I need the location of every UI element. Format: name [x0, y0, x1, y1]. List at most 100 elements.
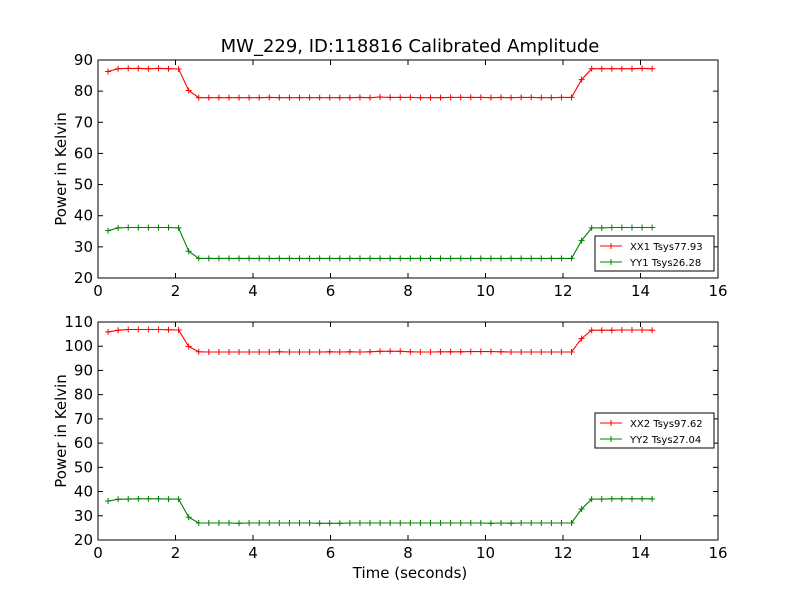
data-point — [296, 255, 303, 262]
data-point — [427, 520, 434, 527]
y-tick-label: 80 — [74, 386, 93, 404]
data-point — [135, 65, 142, 72]
x-tick-label: 8 — [403, 282, 413, 300]
data-point — [306, 520, 313, 527]
x-axis-label: Time (seconds) — [352, 564, 468, 582]
data-point — [246, 520, 253, 527]
data-point — [316, 255, 323, 262]
data-point — [548, 94, 555, 101]
data-point — [326, 348, 333, 355]
data-point — [135, 326, 142, 333]
data-point — [558, 94, 565, 101]
data-point — [578, 335, 585, 342]
y-tick-label: 70 — [74, 113, 93, 131]
data-point — [175, 326, 182, 333]
data-point — [538, 255, 545, 262]
data-point — [125, 496, 132, 503]
data-point — [397, 94, 404, 101]
x-tick-label: 0 — [93, 282, 103, 300]
data-point — [598, 65, 605, 72]
x-tick-label: 4 — [248, 282, 258, 300]
data-point — [538, 94, 545, 101]
data-point — [276, 348, 283, 355]
x-tick-label: 14 — [631, 282, 650, 300]
y-tick-label: 80 — [74, 82, 93, 100]
data-point — [568, 520, 575, 527]
data-point — [236, 520, 243, 527]
data-point — [498, 94, 504, 101]
data-point — [377, 255, 384, 262]
x-tick-label: 6 — [326, 544, 336, 562]
legend-box — [594, 412, 715, 449]
data-point — [457, 255, 464, 262]
y-tick-label: 70 — [74, 410, 93, 428]
data-point — [508, 349, 515, 356]
series-line-xx — [107, 67, 653, 99]
data-point — [477, 520, 484, 527]
data-point — [447, 94, 454, 101]
data-point — [195, 255, 202, 262]
data-point — [608, 327, 615, 334]
data-point — [387, 94, 394, 101]
data-point — [639, 224, 646, 231]
data-point — [165, 326, 172, 333]
data-point — [618, 224, 625, 231]
data-point — [608, 224, 615, 231]
data-point — [236, 349, 243, 356]
data-point — [205, 349, 212, 356]
x-tick-label: 16 — [708, 544, 727, 562]
data-point — [105, 498, 112, 505]
data-point — [498, 255, 504, 262]
data-point — [417, 349, 424, 356]
data-point — [628, 326, 635, 333]
data-point — [467, 94, 474, 101]
data-point — [618, 65, 625, 72]
series-line-yy — [108, 498, 653, 524]
data-point — [618, 326, 625, 333]
data-point — [326, 94, 333, 101]
data-point — [397, 520, 404, 527]
data-point — [518, 255, 525, 262]
data-point — [215, 94, 222, 101]
data-point — [377, 520, 384, 527]
data-point — [588, 496, 595, 503]
data-point — [387, 255, 394, 262]
figure-title: MW_229, ID:118816 Calibrated Amplitude — [221, 36, 600, 57]
data-point — [588, 65, 595, 72]
data-point — [437, 255, 444, 262]
data-point — [548, 520, 555, 527]
data-point — [346, 348, 353, 355]
y-tick-label: 60 — [74, 144, 93, 162]
data-point — [487, 520, 494, 527]
data-point — [115, 327, 122, 334]
data-point — [165, 496, 172, 503]
data-point — [175, 224, 182, 231]
y-tick-label: 90 — [74, 51, 93, 69]
data-point — [346, 520, 353, 527]
data-point — [608, 495, 615, 502]
data-point — [598, 496, 605, 503]
data-point — [205, 520, 212, 527]
data-point — [407, 94, 414, 101]
data-point — [558, 349, 565, 356]
data-point — [508, 94, 515, 101]
data-point — [306, 94, 313, 101]
data-point — [568, 349, 575, 356]
data-point — [276, 94, 283, 101]
y-tick-label: 20 — [74, 531, 93, 549]
data-point — [528, 349, 535, 356]
x-tick-label: 12 — [553, 544, 572, 562]
data-point — [427, 349, 434, 356]
x-tick-label: 8 — [403, 544, 413, 562]
data-point — [367, 94, 374, 101]
data-point — [266, 349, 273, 356]
data-point — [125, 326, 132, 333]
data-point — [215, 255, 222, 262]
data-point — [417, 520, 424, 527]
data-point — [215, 349, 222, 356]
data-point — [457, 348, 464, 355]
data-point — [387, 348, 394, 355]
data-point — [487, 94, 494, 101]
data-point — [236, 255, 243, 262]
